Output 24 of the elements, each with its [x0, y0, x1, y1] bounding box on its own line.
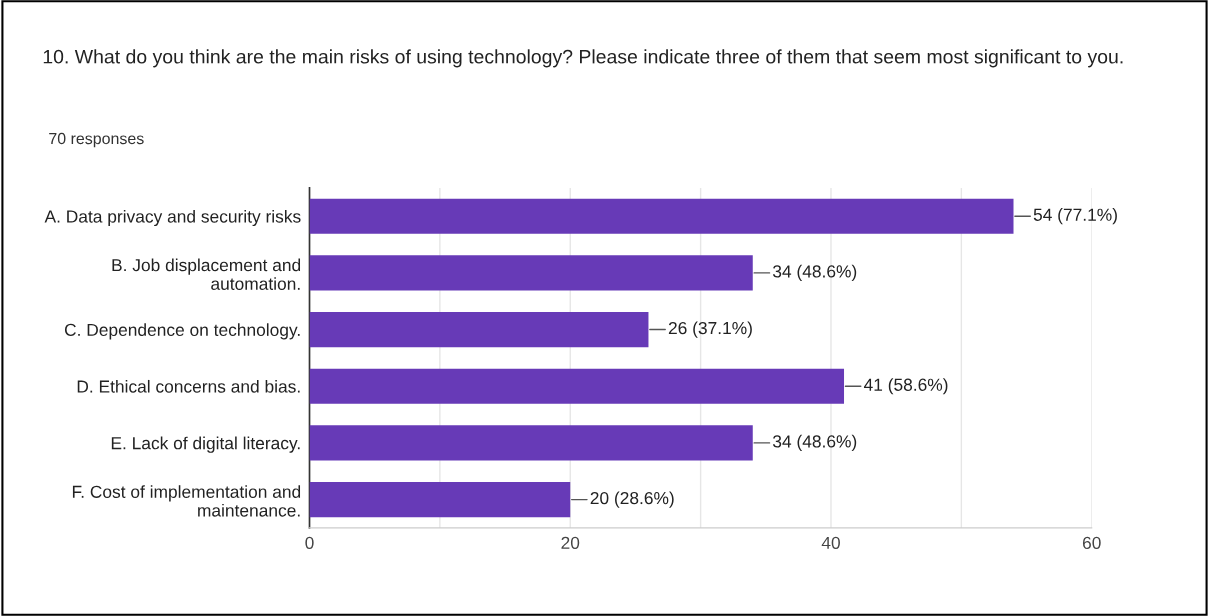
x-tick-label: 20	[561, 536, 580, 549]
y-tick-label: F. Cost of implementation and maintenance.	[72, 485, 301, 517]
y-tick-label: E. Lack of digital literacy.	[111, 436, 300, 453]
bar	[309, 198, 1014, 234]
bar	[309, 368, 845, 404]
y-tick-label: D. Ethical concerns and bias.	[77, 379, 300, 393]
x-tick-label: 40	[821, 536, 840, 549]
chart-title: 10. What do you think are the main risks of using technology? Please indicate three of them that seem most significant to you.	[43, 49, 1123, 68]
data-label: 41 (58.6%)	[863, 378, 948, 395]
data-label: 34 (48.6%)	[772, 434, 857, 451]
bar	[309, 482, 571, 518]
bar	[309, 255, 753, 291]
y-tick-label: B. Job displacement and automation.	[112, 258, 301, 290]
bar	[309, 425, 753, 461]
text: 70 responses	[49, 132, 144, 148]
data-label: 26 (37.1%)	[668, 321, 752, 338]
x-tick-label: 0	[305, 536, 314, 549]
data-label: 20 (28.6%)	[590, 491, 674, 508]
y-tick-label: A. Data privacy and security risks	[44, 209, 301, 227]
x-tick-label: 60	[1082, 536, 1101, 549]
data-label: 34 (48.6%)	[772, 264, 857, 281]
bar	[309, 311, 649, 348]
y-tick-label: C. Dependence on technology.	[64, 323, 300, 340]
data-label: 54 (77.1%)	[1033, 208, 1117, 225]
